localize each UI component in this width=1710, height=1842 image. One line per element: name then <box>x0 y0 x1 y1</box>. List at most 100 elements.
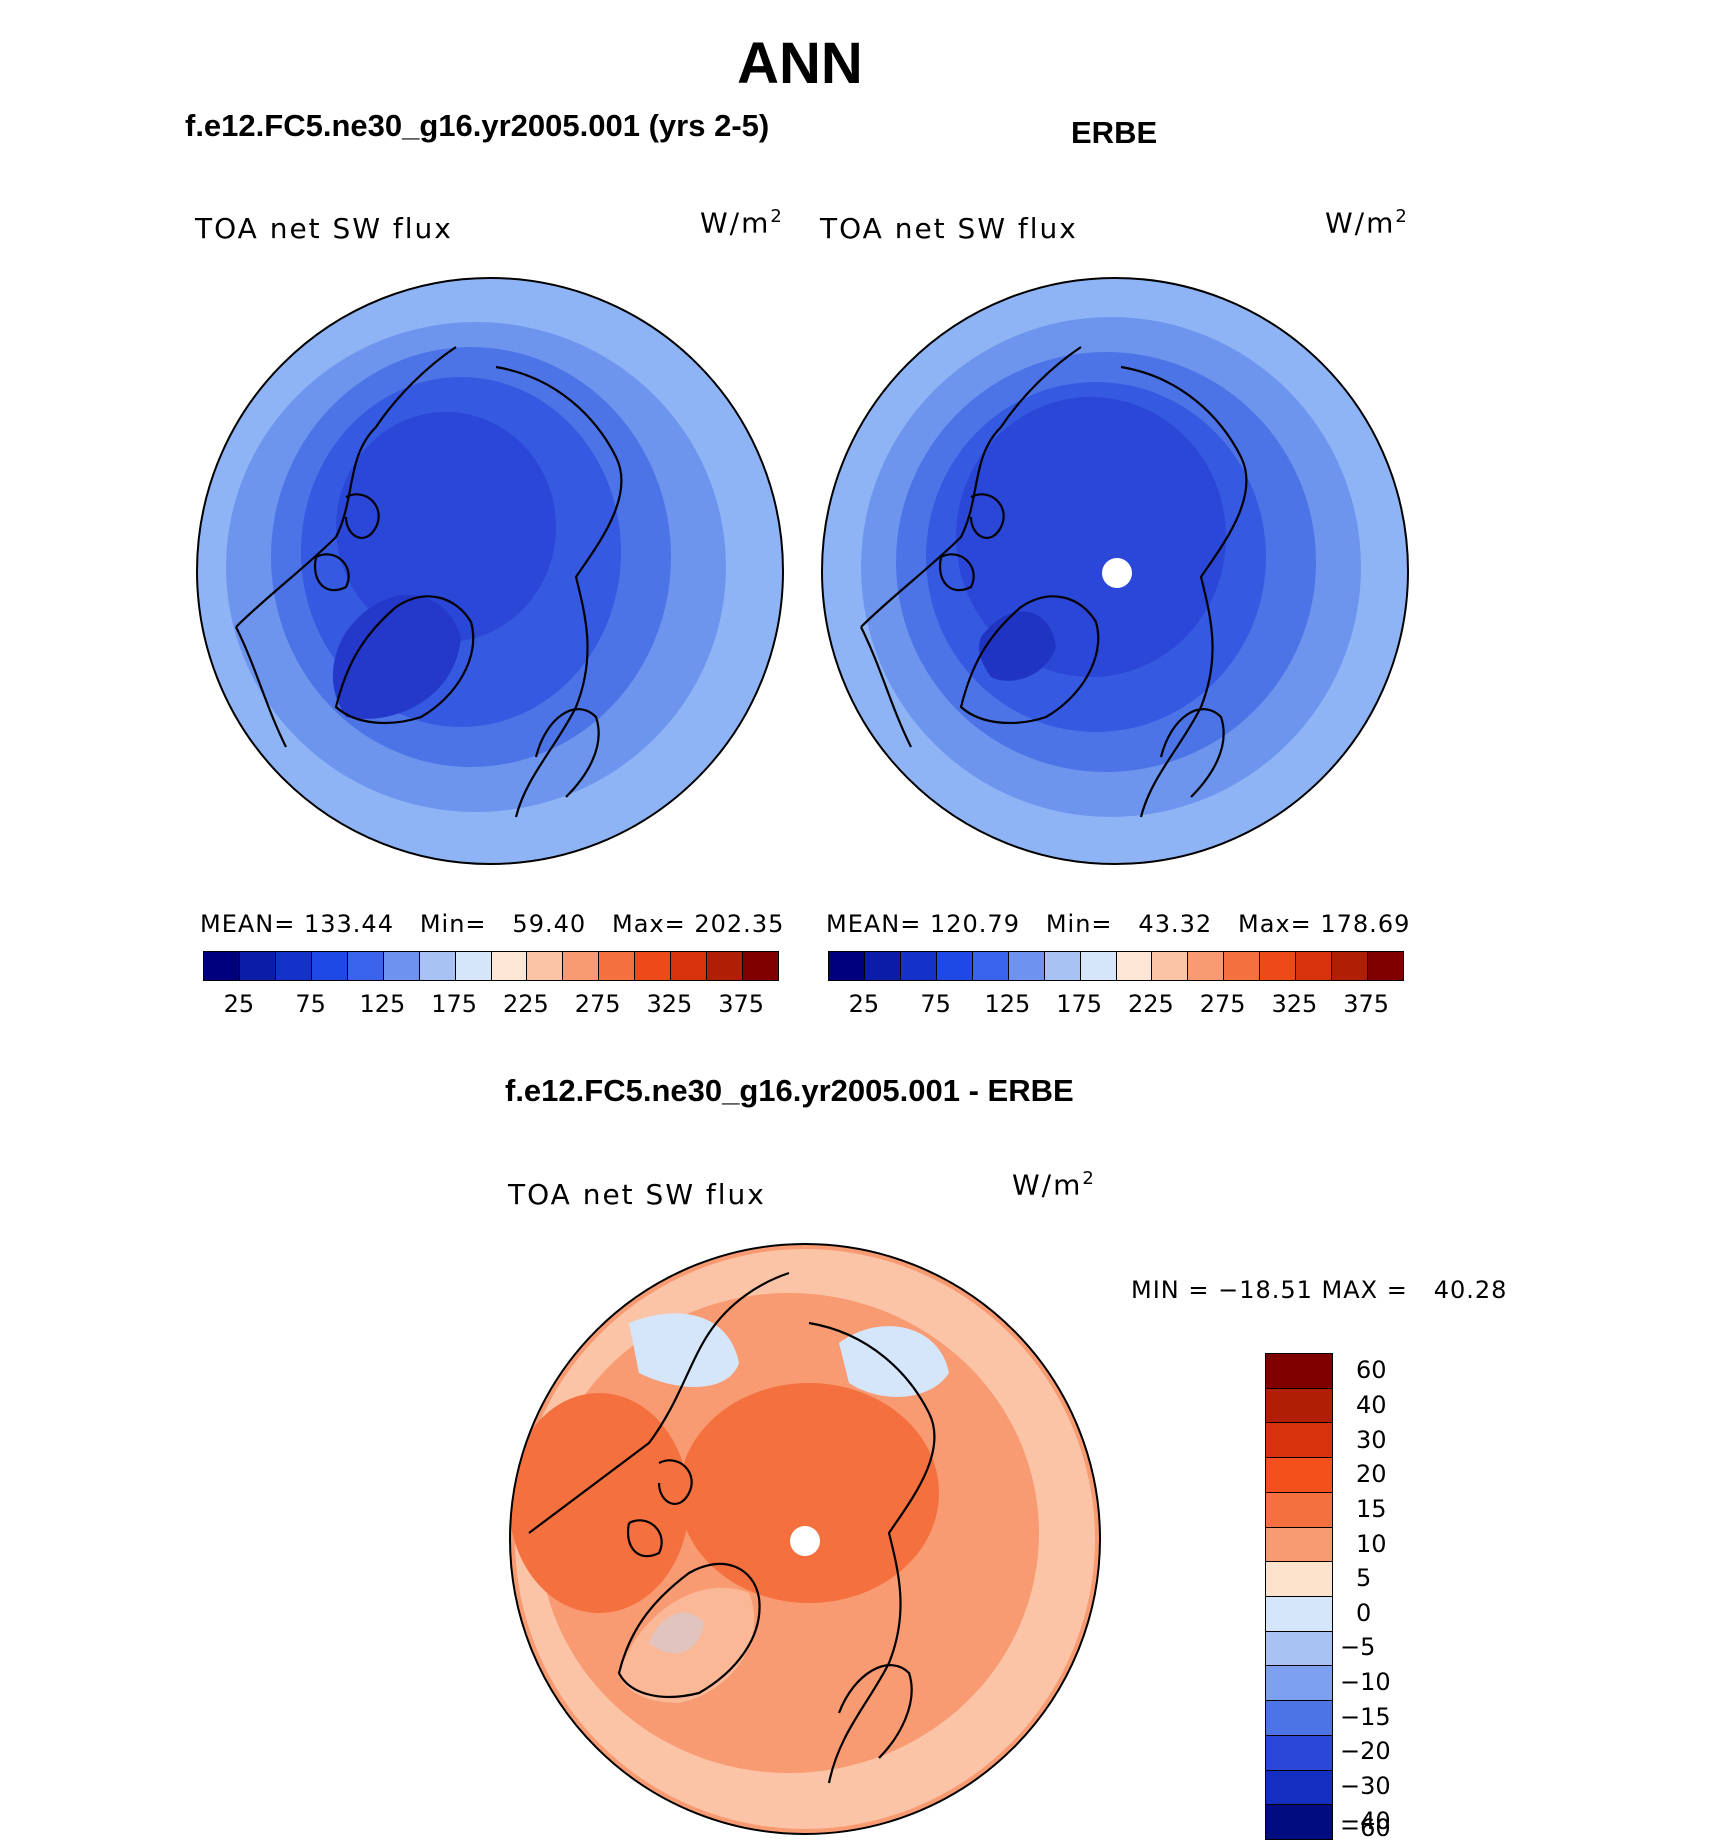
colorbar-tick-label: 75 <box>295 990 326 1018</box>
diff-colorbar-box-4 <box>1266 1492 1332 1528</box>
colorbar-box-6 <box>1044 952 1081 980</box>
colorbar-tick-label: 275 <box>1199 990 1246 1018</box>
diff-colorbar-tick-label: −40 <box>1340 1806 1391 1835</box>
colorbar-box-0 <box>204 952 240 980</box>
colorbar-tick-label: 375 <box>718 990 765 1018</box>
colorbar-box-13 <box>671 952 708 980</box>
colorbar-box-9 <box>527 952 564 980</box>
panel-1-greenland-region <box>332 594 461 719</box>
panel-2-subtitle: ERBE <box>1071 115 1158 150</box>
panel-1-units: W/m2 <box>700 206 784 240</box>
diff-units: W/m2 <box>1012 1168 1096 1202</box>
diff-colorbar-tick-label: −10 <box>1340 1668 1391 1697</box>
diff-colorbar-tick-label: 60 <box>1356 1356 1387 1385</box>
diff-coastline-greenland <box>617 1562 761 1698</box>
colorbar-tick-label: 225 <box>502 990 549 1018</box>
panel-2-pole-missing-data <box>1102 558 1132 588</box>
panel-1-variable-label: TOA net SW flux <box>195 212 453 245</box>
diff-colorbar-box-6 <box>1266 1562 1332 1598</box>
colorbar-box-14 <box>707 952 744 980</box>
colorbar-tick-label: 25 <box>223 990 255 1018</box>
colorbar-tick-label: 175 <box>1056 990 1103 1018</box>
diff-colorbar-tick-label: −5 <box>1340 1633 1376 1662</box>
colorbar-box-10 <box>1188 952 1225 980</box>
diff-field-core <box>679 1383 939 1603</box>
panel-2-coastline-scandinavia <box>1159 708 1225 798</box>
panel-2-coastline-archipelago <box>938 493 1005 592</box>
panel-2-coastline-greenland <box>959 595 1100 725</box>
colorbar-box-2 <box>900 952 937 980</box>
diff-colorbar <box>1265 1353 1333 1840</box>
colorbar-box-3 <box>311 952 348 980</box>
colorbar-tick-label: 125 <box>359 990 406 1018</box>
diff-colorbar-box-5 <box>1266 1527 1332 1563</box>
panel-2-coastline-north-america <box>860 346 1082 748</box>
diff-colorbar-tick-label: 5 <box>1356 1564 1372 1593</box>
colorbar-box-1 <box>239 952 276 980</box>
colorbar-tick-label: 175 <box>431 990 478 1018</box>
diff-colorbar-box-7 <box>1266 1597 1332 1632</box>
panel-2-units: W/m2 <box>1325 206 1409 240</box>
colorbar-tick-label: 225 <box>1127 990 1174 1018</box>
diff-colorbar-tick-label: 15 <box>1356 1494 1387 1523</box>
colorbar-tick-label: 375 <box>1343 990 1390 1018</box>
colorbar-box-12 <box>635 952 672 980</box>
colorbar-tick-label: 325 <box>1271 990 1318 1018</box>
diff-subtitle: f.e12.FC5.ne30_g16.yr2005.001 - ERBE <box>505 1073 1074 1108</box>
colorbar-box-12 <box>1260 952 1297 980</box>
diff-colorbar-tick-label: 0 <box>1356 1598 1372 1627</box>
colorbar-box-11 <box>599 952 636 980</box>
diff-map-border <box>509 1243 1101 1835</box>
panel-2-field-band-5 <box>956 397 1226 677</box>
colorbar-box-7 <box>1080 952 1117 980</box>
colorbar-box-11 <box>1224 952 1261 980</box>
colorbar-box-14 <box>1332 952 1369 980</box>
panel-1-colorbar <box>203 951 779 981</box>
diff-colorbar-box-9 <box>1266 1666 1332 1702</box>
colorbar-box-9 <box>1152 952 1189 980</box>
panel-1-subtitle: f.e12.FC5.ne30_g16.yr2005.001 (yrs 2-5) <box>185 108 770 143</box>
colorbar-box-10 <box>563 952 600 980</box>
panel-2-map <box>821 277 1409 865</box>
colorbar-box-2 <box>275 952 312 980</box>
diff-colorbar-tick-label: −30 <box>1340 1772 1391 1801</box>
diff-coastline-north-america <box>528 1271 790 1534</box>
diff-coastline-archipelago <box>626 1459 693 1558</box>
colorbar-box-15 <box>1368 952 1403 980</box>
panel-1-coastline-greenland <box>334 595 475 725</box>
colorbar-box-13 <box>1296 952 1333 980</box>
colorbar-box-7 <box>455 952 492 980</box>
diff-coastline-scandinavia <box>837 1664 913 1759</box>
diff-colorbar-box-10 <box>1266 1701 1332 1736</box>
diff-pole-missing-data <box>790 1526 820 1556</box>
panel-1-coastline-eurasia <box>495 365 623 818</box>
colorbar-box-0 <box>829 952 865 980</box>
colorbar-box-3 <box>936 952 973 980</box>
diff-colorbar-tick-label: 40 <box>1356 1390 1387 1419</box>
diff-colorbar-box-2 <box>1266 1423 1332 1459</box>
diff-map <box>509 1243 1101 1835</box>
diff-colorbar-tick-label: −60 <box>1340 1814 1391 1842</box>
diff-colorbar-box-13 <box>1266 1805 1332 1840</box>
colorbar-box-15 <box>743 952 778 980</box>
diff-colorbar-box-3 <box>1266 1458 1332 1493</box>
panel-2-colorbar <box>828 951 1404 981</box>
diff-colorbar-tick-label: 10 <box>1356 1529 1387 1558</box>
panel-2-coastline-eurasia <box>1120 365 1248 818</box>
diff-colorbar-tick-label: −15 <box>1340 1702 1391 1731</box>
diff-colorbar-tick-label: 20 <box>1356 1460 1387 1489</box>
colorbar-tick-label: 325 <box>646 990 693 1018</box>
panel-2-colorbar-ticks: 25 75 125 175 225 275 325 375 <box>828 990 1402 1020</box>
colorbar-tick-label: 125 <box>984 990 1031 1018</box>
panel-1-coastline-north-america <box>235 346 457 748</box>
colorbar-box-6 <box>419 952 456 980</box>
panel-2-map-border <box>821 277 1409 865</box>
diff-field-west <box>510 1393 689 1613</box>
panel-1-colorbar-ticks: 25 75 125 175 225 275 325 375 <box>203 990 777 1020</box>
colorbar-box-4 <box>347 952 384 980</box>
panel-1-field-band-5 <box>336 412 556 642</box>
diff-field-greenland-pale <box>619 1587 755 1703</box>
diff-colorbar-box-1 <box>1266 1388 1332 1424</box>
panel-2-variable-label: TOA net SW flux <box>820 212 1078 245</box>
panel-1-map-border <box>196 277 784 865</box>
